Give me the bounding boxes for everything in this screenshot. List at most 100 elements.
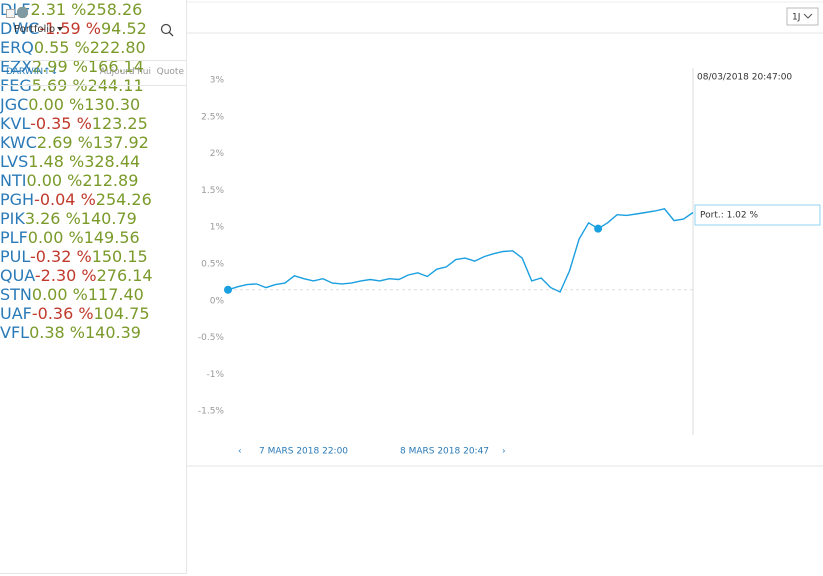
y-tick-label: 2% xyxy=(210,149,225,159)
portfolio-panel: Portfolio DARWIN↑↓ Aujourd'hui Quote DLF… xyxy=(0,0,187,574)
search-icon[interactable] xyxy=(160,23,174,37)
quote: 130.30 xyxy=(84,95,141,114)
darwin-name: UAF xyxy=(0,304,32,323)
color-dot xyxy=(17,7,28,18)
next-arrow[interactable]: › xyxy=(502,447,506,457)
quote: 150.15 xyxy=(91,247,148,266)
portfolio-row[interactable]: EZX2.99 %166.14 xyxy=(0,7,186,76)
portfolio-row[interactable]: NTI0.00 %212.89 xyxy=(0,7,186,190)
y-tick-label: 3% xyxy=(210,76,225,86)
quote: 149.56 xyxy=(83,228,140,247)
daily-change: -0.32 % xyxy=(30,247,92,266)
portfolio-row[interactable]: PGH-0.04 %254.26 xyxy=(0,7,186,209)
col-quote[interactable]: Quote xyxy=(156,67,184,77)
daily-change: 0.00 % xyxy=(28,95,85,114)
portfolio-row[interactable]: KVL-0.35 %123.25 xyxy=(0,7,186,133)
daily-change: 3.26 % xyxy=(24,209,81,228)
portfolio-row[interactable]: PUL-0.32 %150.15 xyxy=(0,7,186,266)
quote: 276.14 xyxy=(96,266,153,285)
portfolio-row[interactable]: ERQ0.55 %222.80 xyxy=(0,7,186,57)
col-darwin-label: DARWIN xyxy=(6,67,44,77)
darwin-name: QUA xyxy=(0,266,35,285)
portfolio-row[interactable]: QUA-2.30 %276.14 xyxy=(0,7,186,285)
y-tick-label: 1.5% xyxy=(201,186,224,196)
portfolio-row[interactable]: PLF0.00 %149.56 xyxy=(0,7,186,247)
col-darwin[interactable]: DARWIN↑↓ xyxy=(6,67,59,77)
daily-change: 0.00 % xyxy=(26,171,83,190)
tooltip-value: Port.: 1.02 % xyxy=(700,211,758,221)
table-header: DARWIN↑↓ Aujourd'hui Quote xyxy=(0,60,186,86)
portfolio-row[interactable]: STN0.00 %117.40 xyxy=(0,7,186,304)
y-tick-label: 1% xyxy=(210,223,225,233)
darwin-name: PLF xyxy=(0,228,28,247)
daily-change: -0.35 % xyxy=(30,114,92,133)
darwin-name: KVL xyxy=(0,114,31,133)
panel-header: Portfolio xyxy=(0,0,186,60)
daily-change: -2.30 % xyxy=(34,266,97,285)
darwin-name: VFL xyxy=(0,323,30,342)
darwin-name: PGH xyxy=(0,190,35,209)
daily-change: -0.04 % xyxy=(34,190,96,209)
period-select[interactable] xyxy=(786,7,819,26)
quote: 258.26 xyxy=(86,0,143,19)
daily-change: 2.69 % xyxy=(36,133,93,152)
y-tick-label: -1.5% xyxy=(198,407,225,417)
daily-change: 1.48 % xyxy=(28,152,85,171)
darwin-name: JGC xyxy=(0,95,29,114)
select-arrow xyxy=(803,13,813,19)
daily-change: -0.36 % xyxy=(31,304,94,323)
daily-change: 0.38 % xyxy=(29,323,85,342)
quote: 140.79 xyxy=(80,209,137,228)
darwin-name: EZX xyxy=(0,57,33,76)
quote: 117.40 xyxy=(87,285,144,304)
darwin-name: LVS xyxy=(0,152,29,171)
y-tick-label: -0.5% xyxy=(198,333,225,343)
darwin-name: KWC xyxy=(0,133,37,152)
quote: 166.14 xyxy=(87,57,144,76)
daily-change: 0.00 % xyxy=(27,228,84,247)
point-marker xyxy=(224,285,232,294)
tooltip-date: 08/03/2018 20:47:00 xyxy=(697,73,792,83)
period-label: 1J xyxy=(792,13,800,23)
quote: 94.52 xyxy=(101,19,147,38)
checkbox xyxy=(6,9,15,18)
quote: 123.25 xyxy=(91,114,148,133)
y-tick-label: 0% xyxy=(210,296,225,306)
range-start: 7 MARS 2018 22:00 xyxy=(259,447,348,457)
portfolio-menu[interactable]: Portfolio xyxy=(14,24,63,35)
portfolio-row[interactable]: LVS1.48 %328.44 xyxy=(0,7,186,171)
darwin-name: PUL xyxy=(0,247,30,266)
range-end: 8 MARS 2018 20:47 xyxy=(400,447,489,457)
y-tick-label: -1% xyxy=(206,370,224,380)
prev-arrow[interactable]: ‹ xyxy=(238,447,242,457)
daily-change: 2.99 % xyxy=(32,57,88,76)
portfolio-line xyxy=(227,208,694,293)
quote: 140.39 xyxy=(84,323,141,342)
quote: 104.75 xyxy=(93,304,150,323)
darwin-name: ERQ xyxy=(0,38,34,57)
quote: 212.89 xyxy=(82,171,139,190)
y-tick-label: 2.5% xyxy=(201,112,224,122)
darwin-name: PIK xyxy=(0,209,25,228)
daily-change: 0.00 % xyxy=(31,285,88,304)
quote: 328.44 xyxy=(84,152,141,171)
tooltip-box xyxy=(694,204,821,226)
quote: 137.92 xyxy=(92,133,149,152)
darwin-name: NTI xyxy=(0,171,27,190)
portfolio-row[interactable]: UAF-0.36 %104.75 xyxy=(0,7,186,323)
portfolio-row[interactable]: KWC2.69 %137.92 xyxy=(0,7,186,152)
table-body: DLF2.31 %258.26 DWC-1.59 %94.52 ERQ0.55 %2… xyxy=(0,0,186,342)
col-today[interactable]: Aujourd'hui xyxy=(99,67,151,77)
darwin-name: STN xyxy=(0,285,32,304)
daily-change: 0.55 % xyxy=(33,38,90,57)
daily-change: 2.31 % xyxy=(30,0,87,19)
point-marker xyxy=(594,224,603,233)
y-tick-label: 0.5% xyxy=(201,260,224,270)
portfolio-row[interactable]: JGC0.00 %130.30 xyxy=(0,7,186,114)
portfolio-row[interactable]: PIK3.26 %140.79 xyxy=(0,7,186,228)
portfolio-row[interactable]: VFL0.38 %140.39 xyxy=(0,7,186,342)
quote: 254.26 xyxy=(95,190,152,209)
quote: 222.80 xyxy=(89,38,146,57)
